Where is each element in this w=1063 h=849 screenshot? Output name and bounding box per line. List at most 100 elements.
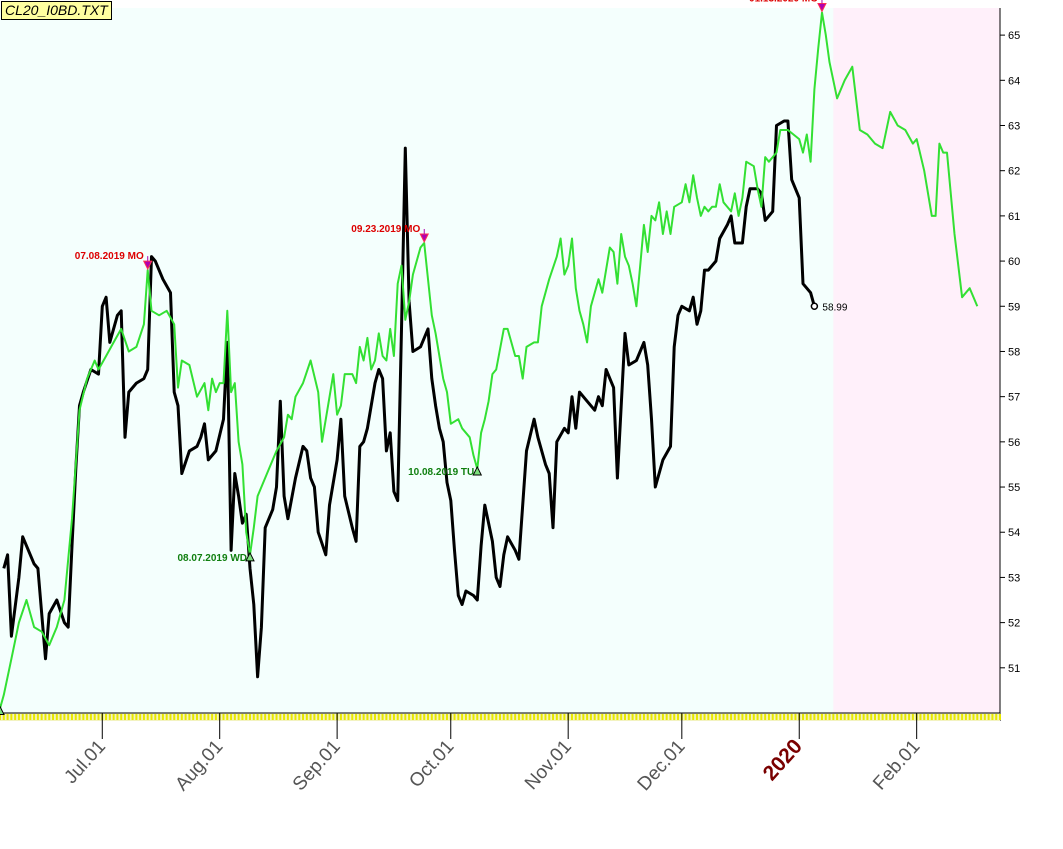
x-day-tick <box>423 714 426 720</box>
x-day-tick <box>279 714 282 720</box>
x-day-tick <box>476 714 479 720</box>
x-day-tick <box>430 714 433 720</box>
x-day-tick <box>260 714 263 720</box>
x-day-tick <box>93 714 96 720</box>
x-day-tick <box>313 714 316 720</box>
x-day-tick <box>67 714 70 720</box>
x-day-tick <box>290 714 293 720</box>
x-day-tick <box>177 714 180 720</box>
x-day-tick <box>419 714 422 720</box>
x-day-tick <box>692 714 695 720</box>
x-day-tick <box>855 714 858 720</box>
x-day-tick <box>203 714 206 720</box>
x-day-tick <box>161 714 164 720</box>
x-day-tick <box>927 714 930 720</box>
x-day-tick <box>559 714 562 720</box>
x-day-tick <box>767 714 770 720</box>
x-day-tick <box>646 714 649 720</box>
x-day-tick <box>105 714 108 720</box>
x-day-tick <box>495 714 498 720</box>
x-day-tick <box>195 714 198 720</box>
x-day-tick <box>332 714 335 720</box>
x-day-tick <box>881 714 884 720</box>
x-day-tick <box>108 714 111 720</box>
x-day-tick <box>55 714 58 720</box>
x-day-tick <box>870 714 873 720</box>
x-day-tick <box>756 714 759 720</box>
x-tick-label: Nov.01 <box>521 736 576 794</box>
y-tick-label: 53 <box>1008 572 1020 584</box>
x-day-tick <box>597 714 600 720</box>
x-day-tick <box>593 714 596 720</box>
y-tick-label: 60 <box>1008 256 1020 268</box>
x-day-tick <box>601 714 604 720</box>
x-day-tick <box>207 714 210 720</box>
x-day-tick <box>370 714 373 720</box>
x-day-tick <box>374 714 376 720</box>
x-day-tick <box>699 714 702 720</box>
x-day-tick <box>548 714 551 720</box>
y-tick-label: 51 <box>1008 663 1020 675</box>
x-day-tick <box>408 714 411 720</box>
x-tick-label: Jul.01 <box>60 736 110 788</box>
x-day-tick <box>150 714 153 720</box>
x-day-tick <box>86 714 89 720</box>
x-day-tick <box>127 714 130 720</box>
x-day-tick <box>245 714 248 720</box>
x-day-tick <box>968 714 971 720</box>
x-day-tick <box>983 714 986 720</box>
x-day-tick <box>63 714 66 720</box>
x-day-tick <box>790 714 793 720</box>
x-day-tick <box>934 714 937 720</box>
x-day-tick <box>919 714 922 720</box>
y-tick-label: 59 <box>1008 301 1020 313</box>
x-tick-label: Oct.01 <box>405 736 458 792</box>
x-day-tick <box>2 714 5 720</box>
high-marker <box>817 3 827 13</box>
x-day-tick <box>271 714 274 720</box>
x-day-tick <box>574 714 577 720</box>
x-day-tick <box>112 714 115 720</box>
x-day-tick <box>381 714 384 720</box>
x-day-tick <box>817 714 820 720</box>
forecast-line <box>0 11 979 710</box>
y-tick-label: 61 <box>1008 211 1020 223</box>
x-tick-label: Dec.01 <box>634 736 690 795</box>
x-day-tick <box>824 714 827 720</box>
x-day-tick <box>59 714 62 720</box>
x-day-tick <box>267 714 270 720</box>
x-tick-label: 2020 <box>759 735 807 785</box>
x-day-tick <box>904 714 907 720</box>
x-day-tick <box>483 714 486 720</box>
x-day-tick <box>453 714 456 720</box>
x-day-tick <box>131 714 134 720</box>
x-day-tick <box>722 714 725 720</box>
x-day-tick <box>233 714 236 720</box>
x-day-tick <box>820 714 823 720</box>
file-label: CL20_I0BD.TXT <box>1 1 112 20</box>
x-tick-label: Feb.01 <box>869 736 924 794</box>
x-day-tick <box>165 714 168 720</box>
x-day-tick <box>737 714 740 720</box>
x-day-tick <box>703 714 706 720</box>
x-day-tick <box>358 714 361 720</box>
x-day-tick <box>809 714 812 720</box>
x-day-tick <box>745 714 748 720</box>
x-day-tick <box>972 714 975 720</box>
y-tick-label: 62 <box>1008 166 1020 178</box>
x-day-tick <box>658 714 661 720</box>
x-day-tick <box>805 714 808 720</box>
x-day-tick <box>540 714 543 720</box>
x-day-tick <box>286 714 289 720</box>
x-day-tick <box>711 714 714 720</box>
low-marker <box>0 705 5 715</box>
x-day-tick <box>900 714 903 720</box>
x-day-tick <box>669 714 672 720</box>
x-day-tick <box>275 714 278 720</box>
x-day-tick <box>775 714 778 720</box>
last-value-label: 58.99 <box>822 302 847 313</box>
x-day-tick <box>52 714 55 720</box>
x-day-tick <box>120 714 123 720</box>
future-region <box>833 8 1000 713</box>
x-day-tick <box>661 714 664 720</box>
